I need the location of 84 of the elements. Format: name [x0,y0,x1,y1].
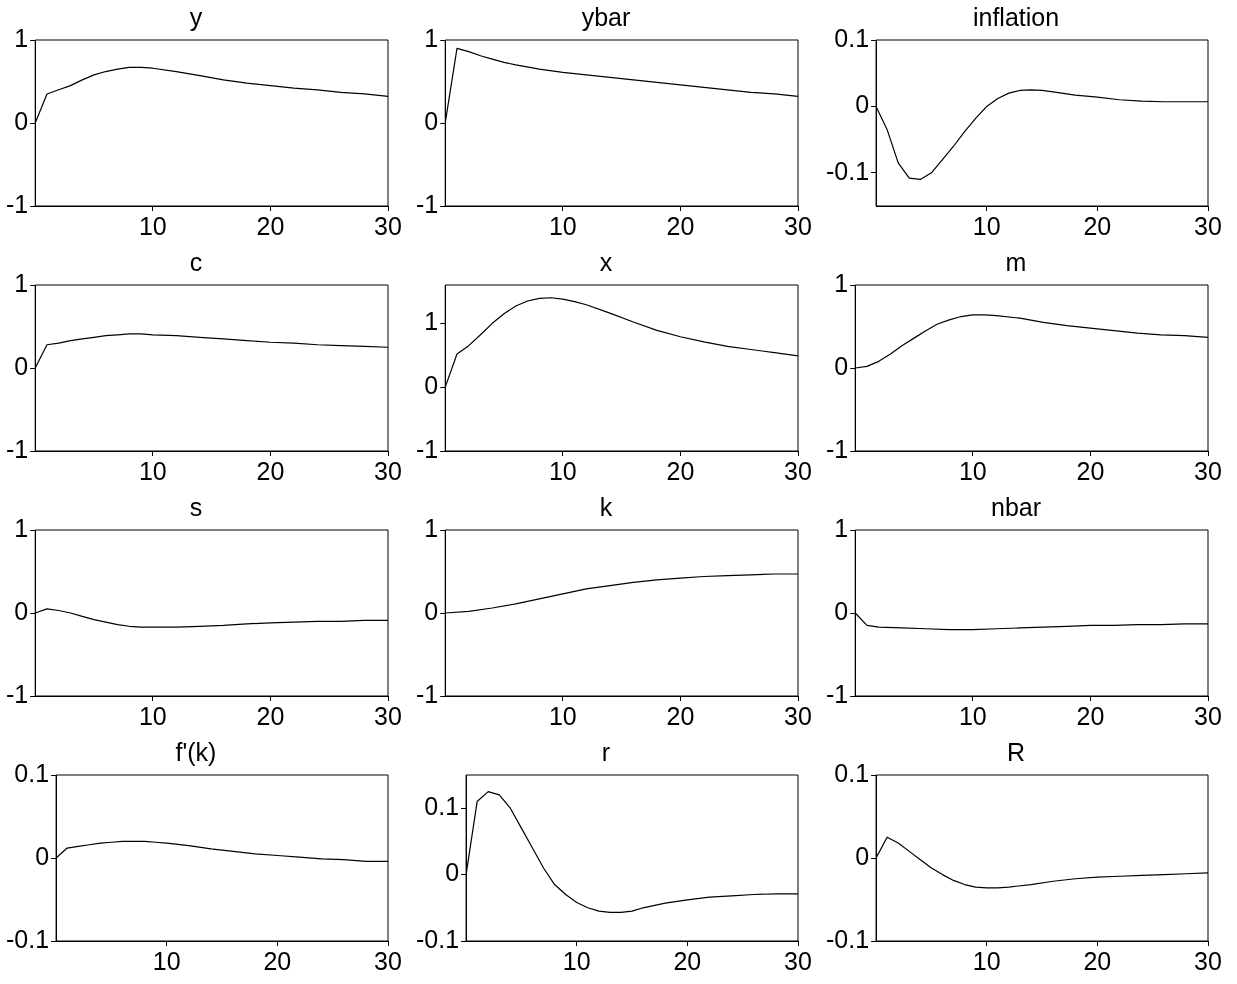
y-tick-label: 1 [424,23,439,52]
y-tick-label: 0.1 [834,23,870,52]
y-tick-label: 0 [14,596,29,625]
x-tick-label: 20 [256,211,285,240]
x-tick-label: 20 [673,946,702,975]
y-tick-label: -0.1 [825,924,870,953]
y-tick-label: -1 [5,679,29,708]
chart-title: nbar [990,492,1042,521]
x-tick-label: 10 [138,701,167,730]
x-tick-label: 10 [152,946,181,975]
y-tick-label: 0 [424,371,439,400]
y-tick-label: 0 [445,858,460,887]
y-tick-label: 0 [424,596,439,625]
x-tick-label: 30 [374,211,402,240]
y-tick-label: 1 [834,513,849,542]
chart-title: x [599,247,613,276]
y-tick-label: -0.1 [415,924,460,953]
x-tick-label: 30 [374,946,402,975]
y-tick-label: 0.1 [834,758,870,787]
x-tick-label: 20 [1083,211,1112,240]
y-tick-label: -1 [825,679,849,708]
y-tick-label: 0 [855,90,870,119]
x-tick-label: 30 [374,701,402,730]
x-tick-label: 20 [1076,701,1105,730]
x-tick-label: 10 [138,211,167,240]
y-tick-label: 0 [834,351,849,380]
chart-title: s [189,492,203,521]
chart-title: R [1006,737,1026,766]
x-tick-label: 20 [1083,946,1112,975]
y-tick-label: 0.1 [14,758,50,787]
y-tick-label: 0 [14,351,29,380]
x-tick-label: 30 [1194,946,1222,975]
y-tick-label: -1 [5,434,29,463]
y-tick-label: 1 [14,23,29,52]
x-tick-label: 20 [666,701,695,730]
y-tick-label: -1 [415,189,439,218]
x-tick-label: 10 [138,456,167,485]
y-tick-label: 0 [834,596,849,625]
x-tick-label: 10 [958,456,987,485]
x-tick-label: 30 [784,946,812,975]
chart-title: c [189,247,203,276]
x-tick-label: 10 [562,946,591,975]
x-tick-label: 10 [548,211,577,240]
y-tick-label: 1 [834,268,849,297]
x-tick-label: 10 [548,701,577,730]
chart-title: r [601,737,611,766]
y-tick-label: -1 [5,189,29,218]
x-tick-label: 30 [1194,211,1222,240]
y-tick-label: -1 [415,434,439,463]
chart-title: m [1005,247,1027,276]
x-tick-label: 30 [784,456,812,485]
y-tick-label: 0 [424,106,439,135]
y-tick-label: 0 [855,841,870,870]
x-tick-label: 30 [784,211,812,240]
x-tick-label: 20 [666,456,695,485]
x-tick-label: 30 [784,701,812,730]
x-tick-label: 20 [1076,456,1105,485]
y-tick-label: -1 [415,679,439,708]
y-tick-label: 1 [424,513,439,542]
y-tick-label: 1 [424,307,439,336]
x-tick-label: 10 [958,701,987,730]
chart-title: y [189,2,203,31]
x-tick-label: 20 [256,701,285,730]
x-tick-label: 30 [1194,701,1222,730]
x-tick-label: 20 [263,946,292,975]
y-tick-label: -0.1 [5,924,50,953]
chart-title: inflation [972,2,1060,31]
x-tick-label: 30 [374,456,402,485]
y-tick-label: 1 [14,268,29,297]
x-tick-label: 10 [972,946,1001,975]
chart-title: ybar [581,2,631,31]
y-tick-label: 0.1 [424,792,460,821]
chart-title: k [599,492,613,521]
x-tick-label: 20 [666,211,695,240]
y-tick-label: 1 [14,513,29,542]
y-tick-label: -0.1 [825,156,870,185]
x-tick-label: 10 [548,456,577,485]
x-tick-label: 20 [256,456,285,485]
x-tick-label: 10 [972,211,1001,240]
x-tick-label: 30 [1194,456,1222,485]
y-tick-label: -1 [825,434,849,463]
chart-title: f'(k) [175,737,217,766]
y-tick-label: 0 [35,841,50,870]
y-tick-label: 0 [14,106,29,135]
